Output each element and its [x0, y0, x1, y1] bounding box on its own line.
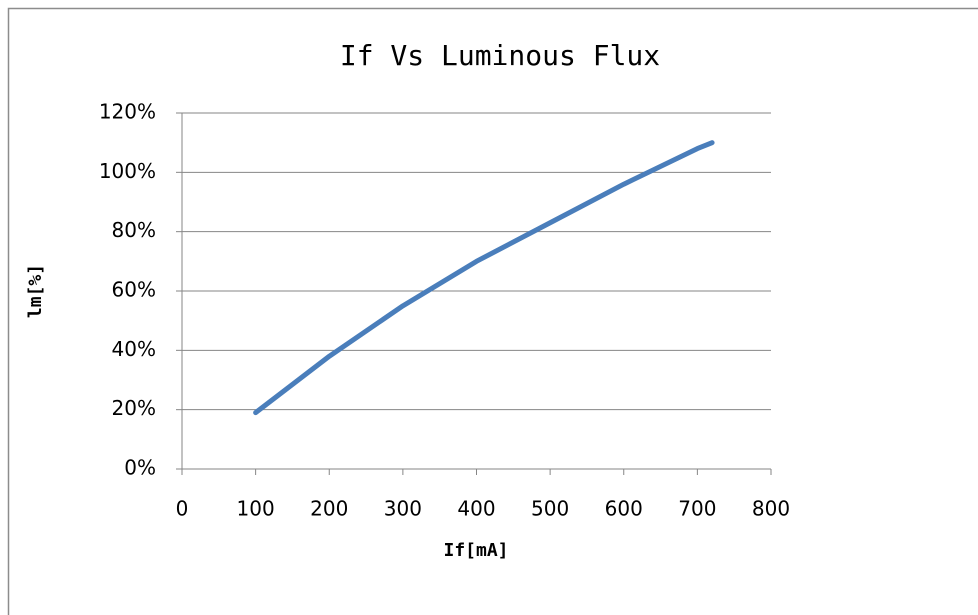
x-tick-label: 600	[605, 497, 643, 521]
y-tick-label: 60%	[112, 278, 156, 302]
data-line	[253, 140, 715, 416]
x-tick-label: 400	[457, 497, 495, 521]
x-tick-label: 700	[678, 497, 716, 521]
y-tick-label: 80%	[112, 218, 156, 242]
x-tick-label: 100	[237, 497, 275, 521]
y-tick-label: 20%	[112, 396, 156, 420]
y-tick-label: 100%	[99, 159, 156, 183]
x-axis-label: If[mA]	[443, 540, 508, 561]
chart-frame	[7, 7, 978, 615]
x-tick-label: 800	[752, 497, 790, 521]
x-tick-label: 500	[531, 497, 569, 521]
y-tick-label: 120%	[99, 100, 156, 124]
x-tick-label: 300	[384, 497, 422, 521]
x-tick-label: 200	[310, 497, 348, 521]
chart-title: If Vs Luminous Flux	[340, 39, 660, 72]
y-tick-label: 40%	[112, 337, 156, 361]
y-axis-label: lm[%]	[25, 264, 46, 318]
y-tick-label: 0%	[124, 456, 156, 480]
x-tick-label: 0	[176, 497, 189, 521]
